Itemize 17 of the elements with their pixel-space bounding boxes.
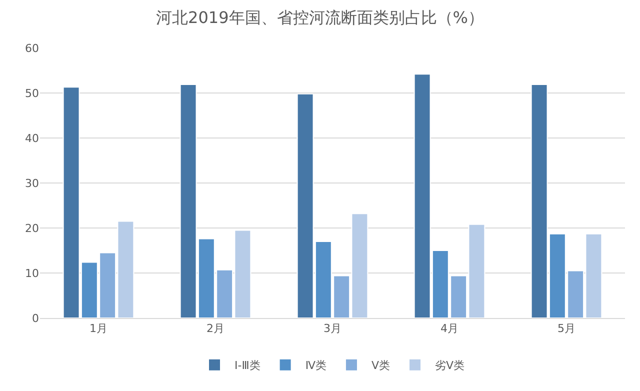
x-tick-label: 1月 [90, 322, 108, 336]
legend-label: Ⅳ类 [305, 359, 326, 372]
legend-label: Ⅴ类 [371, 359, 390, 372]
x-tick-label: 2月 [206, 322, 224, 336]
y-tick-label: 20 [25, 222, 39, 235]
y-tick-label: 40 [25, 132, 39, 145]
legend-label: 劣Ⅴ类 [435, 359, 465, 372]
y-tick-label: 0 [32, 312, 39, 325]
x-tick-label: 3月 [324, 322, 342, 336]
y-tick-label: 60 [25, 42, 39, 55]
y-tick-label: 10 [25, 266, 39, 280]
x-tick-label: 4月 [440, 322, 458, 336]
legend-label: Ⅰ-Ⅲ类 [234, 359, 260, 372]
chart-title: 河北2019年国、省控河流断面类别占比（%） [156, 8, 484, 27]
y-tick-label: 30 [25, 176, 39, 190]
x-tick-label: 5月 [558, 322, 576, 336]
y-tick-label: 50 [25, 86, 39, 100]
